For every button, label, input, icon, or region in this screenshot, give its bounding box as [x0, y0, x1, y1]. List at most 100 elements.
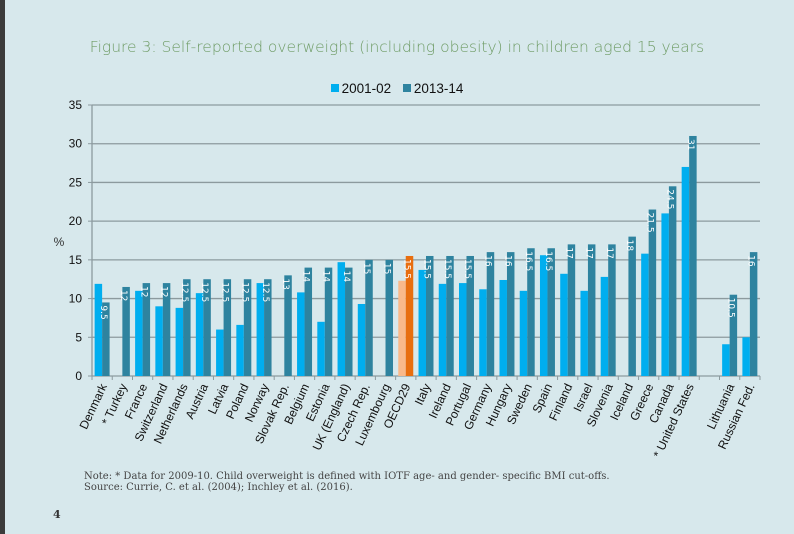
bar-2013-14-Luxembourg [385, 259, 394, 376]
bar-2001-02-Slovenia [600, 276, 609, 376]
bar-2001-02-OECD29 [398, 280, 406, 376]
note-text: Note: * Data for 2009-10. Child overweig… [84, 471, 610, 482]
bar-2013-14-Sweden [527, 248, 535, 376]
bar-2013-14-Finland [567, 244, 576, 376]
bar-2013-14-Russian Fed. [749, 252, 758, 376]
y-tick-label: 30 [69, 137, 83, 151]
bar-2001-02-Israel [580, 290, 588, 376]
bar-2013-14-Canada [668, 186, 677, 376]
bar-2001-02-Belgium [297, 292, 305, 376]
data-label: 16 [746, 255, 756, 267]
bar-2001-02-Switzerland [155, 306, 163, 376]
data-label: 14 [300, 271, 310, 283]
bar-2001-02-Lithuania [722, 344, 730, 376]
bar-2001-02-Sweden [519, 290, 528, 376]
bar-2013-14-Hungary [506, 252, 515, 376]
chart-title: Figure 3: Self-reported overweight (incl… [89, 38, 705, 56]
bar-2013-14-Portugal [466, 255, 474, 376]
bar-2001-02-Norway [256, 283, 265, 376]
bar-2001-02-Greece [641, 253, 649, 376]
bar-2013-14-Denmark [102, 302, 110, 376]
bar-2013-14-Poland [243, 279, 252, 376]
bar-2001-02-Netherlands [175, 307, 184, 376]
bar-2013-14-Switzerland [162, 283, 171, 376]
y-tick-label: 15 [69, 253, 83, 267]
bar-2001-02-Italy [418, 269, 426, 376]
bar-2013-14-Israel [587, 244, 596, 376]
data-label: 12.5 [219, 282, 229, 302]
bar-2013-14-Norway [264, 279, 272, 376]
bar-2001-02-UK (England) [337, 262, 346, 376]
y-tick-label: 0 [75, 369, 82, 383]
y-tick-label: 10 [69, 292, 83, 306]
bar-2001-02-Denmark [94, 283, 103, 376]
legend-item-2013-14: 2013-14 [402, 81, 463, 96]
bar-2013-14-Czech Rep. [365, 259, 373, 376]
bar-2001-02-Poland [236, 324, 244, 376]
data-label: 31 [685, 139, 695, 150]
legend-swatch-2013-14 [402, 84, 411, 92]
bar-2013-14-Latvia [223, 279, 232, 376]
data-label: 12.5 [240, 282, 250, 302]
legend-label-2001-02: 2001-02 [341, 80, 392, 96]
data-label: 12 [138, 286, 148, 297]
data-label: 15.5 [402, 259, 412, 279]
data-label: 10.5 [725, 298, 735, 318]
bar-2013-14-France [142, 283, 151, 376]
bar-2013-14-Germany [486, 252, 495, 376]
data-label: 14 [341, 271, 351, 283]
data-label: 13 [280, 278, 290, 289]
bar-2001-02-Latvia [216, 329, 224, 376]
bar-2001-02-Finland [560, 273, 568, 376]
bar-2013-14-Slovak Rep. [284, 275, 292, 376]
bar-2013-14-* United States [689, 135, 697, 376]
bar-2013-14-Belgium [304, 267, 313, 376]
page-number: 4 [53, 508, 61, 521]
bar-2013-14-Spain [547, 248, 555, 376]
bar-2001-02-Estonia [317, 321, 325, 376]
data-label: 15.5 [442, 259, 452, 279]
data-label: 17 [604, 247, 614, 258]
bar-2013-14-Estonia [324, 267, 333, 376]
data-label: 15.5 [422, 259, 432, 279]
data-label: 16 [482, 255, 492, 267]
data-label: 12.5 [179, 282, 189, 302]
bar-2013-14-UK (England) [345, 267, 353, 376]
bar-2013-14-* Turkey [122, 286, 130, 376]
page-edge [0, 0, 5, 534]
bar-2001-02-Germany [479, 289, 487, 376]
data-label: 15 [381, 263, 391, 274]
bar-2013-14-Slovenia [608, 244, 616, 376]
bar-2013-14-Iceland [628, 236, 636, 376]
bar-2013-14-Austria [203, 279, 211, 376]
data-label: 17 [563, 247, 573, 258]
data-label: 9.5 [98, 305, 108, 319]
data-label: 14 [321, 271, 331, 283]
bar-2001-02-Ireland [438, 283, 447, 376]
y-tick-label: 35 [69, 98, 83, 112]
data-label: 12.5 [199, 282, 209, 302]
chart-note: Note: * Data for 2009-10. Child overweig… [84, 471, 610, 493]
data-label: 17 [584, 247, 594, 258]
data-label: 15.5 [462, 259, 472, 279]
data-label: 18 [624, 240, 634, 252]
bar-2001-02-France [135, 290, 143, 376]
y-axis-label: % [54, 235, 65, 249]
legend-swatch-2001-02 [330, 84, 339, 92]
data-label: 16.5 [523, 251, 533, 271]
source-text: Source: Currie, C. et al. (2004); Inchle… [84, 482, 353, 493]
data-label: 12.5 [260, 282, 270, 302]
bar-2001-02-Portugal [458, 283, 467, 376]
y-tick-label: 25 [69, 175, 83, 189]
legend-item-2001-02: 2001-02 [330, 80, 392, 96]
data-label: 24.5 [665, 189, 675, 209]
legend: 2001-02 2013-14 [0, 80, 794, 96]
bar-2013-14-Greece [648, 209, 657, 376]
bar-2001-02-Russian Fed. [742, 337, 750, 376]
bar-2013-14-Netherlands [183, 279, 191, 376]
bar-2013-14-Italy [426, 255, 434, 376]
bar-2013-14-OECD29 [405, 255, 414, 376]
y-tick-label: 5 [75, 330, 82, 344]
bar-2013-14-Ireland [446, 255, 454, 376]
